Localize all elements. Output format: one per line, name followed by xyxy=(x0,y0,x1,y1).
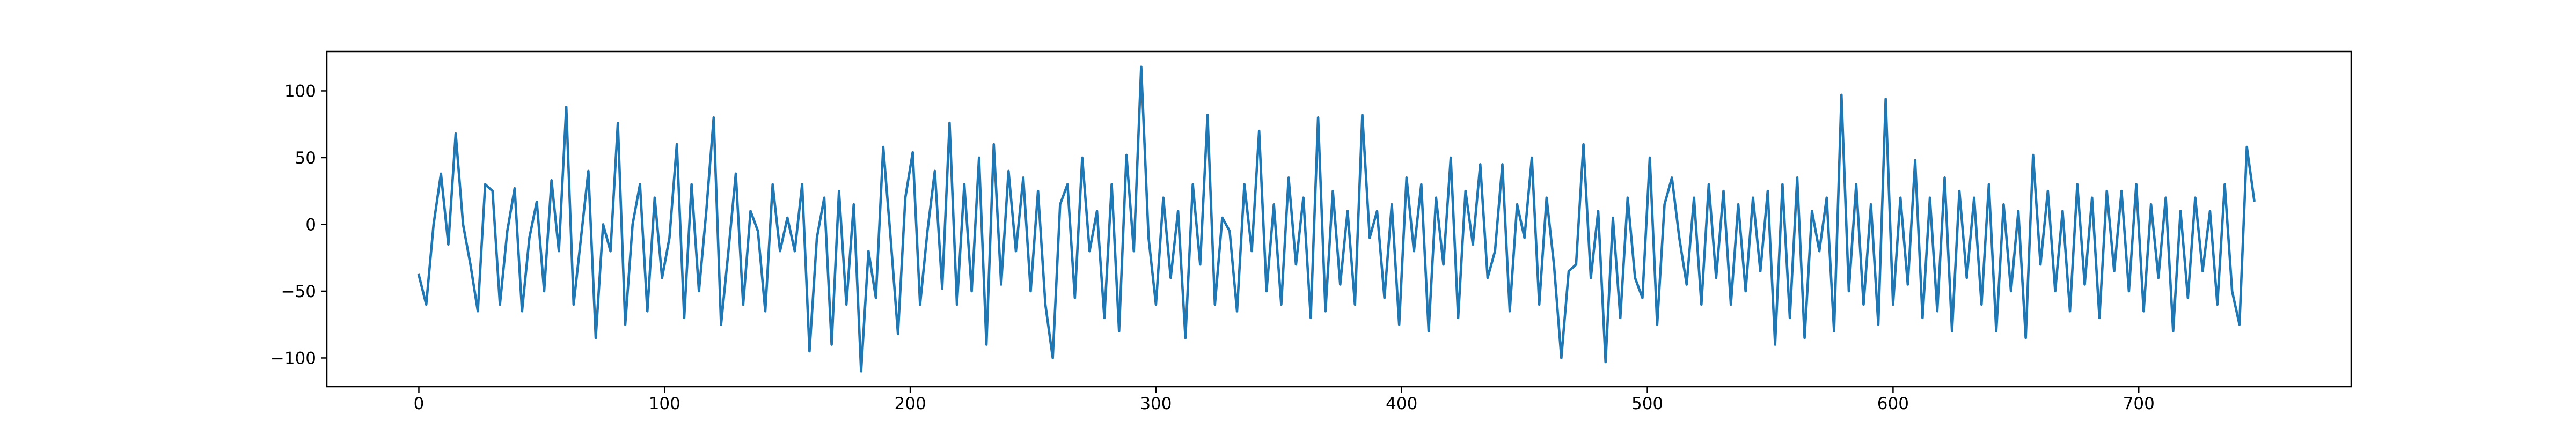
x-tick-label: 700 xyxy=(2123,394,2155,413)
series-line xyxy=(417,65,2256,373)
x-tick-label: 200 xyxy=(895,394,926,413)
axes-frame xyxy=(326,50,2352,388)
x-tick-label: 500 xyxy=(1631,394,1663,413)
x-tick-label: 0 xyxy=(414,394,425,413)
y-tick-label: 50 xyxy=(295,149,316,168)
y-tick-label: −50 xyxy=(281,282,316,301)
x-tick-label: 600 xyxy=(1877,394,1909,413)
x-tick-label: 100 xyxy=(649,394,680,413)
x-tick-label: 300 xyxy=(1140,394,1172,413)
y-tick-label: 100 xyxy=(284,82,316,101)
y-tick-label: −100 xyxy=(270,349,316,368)
y-tick-label: 0 xyxy=(305,215,316,234)
x-tick-label: 400 xyxy=(1386,394,1417,413)
